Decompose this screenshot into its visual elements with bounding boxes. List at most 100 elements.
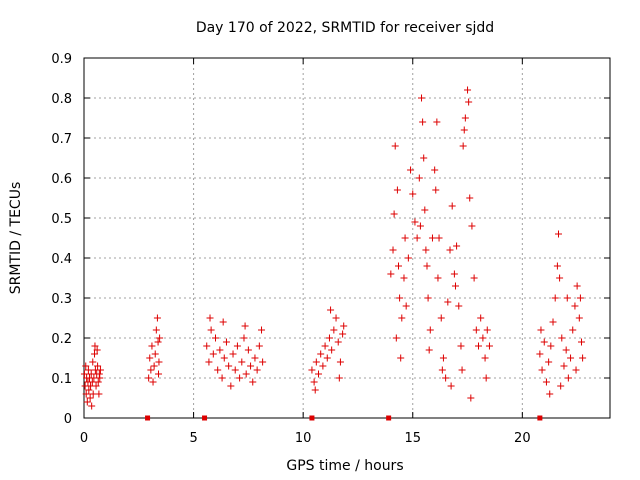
data-point [423, 262, 431, 270]
gap-marker [309, 415, 315, 421]
data-point [214, 366, 222, 374]
data-point [150, 362, 158, 370]
y-axis-label: SRMTID / TECUs [8, 182, 24, 295]
data-point [416, 222, 424, 230]
data-point [571, 302, 579, 310]
data-point [438, 366, 446, 374]
data-point [547, 342, 555, 350]
data-point [336, 358, 344, 366]
data-point [88, 378, 96, 386]
gap-marker [386, 415, 392, 421]
data-point [402, 302, 410, 310]
data-point [251, 354, 259, 362]
data-point [457, 342, 465, 350]
data-point [88, 402, 96, 410]
data-point [542, 378, 550, 386]
data-point [420, 154, 428, 162]
data-point [435, 234, 443, 242]
data-point [447, 382, 455, 390]
data-point [475, 342, 482, 350]
data-point [562, 346, 570, 354]
data-point [312, 358, 320, 366]
data-point [155, 358, 163, 366]
data-point [437, 314, 445, 322]
data-point [82, 390, 90, 398]
data-point [154, 338, 162, 346]
data-point [409, 190, 417, 198]
data-point [89, 358, 97, 366]
chart-title: Day 170 of 2022, SRMTID for receiver sjd… [196, 20, 494, 36]
data-point [396, 294, 404, 302]
data-point [455, 302, 463, 310]
y-tick-label: 0.7 [51, 132, 72, 147]
data-point [93, 346, 101, 354]
data-point [563, 294, 571, 302]
data-point [323, 354, 331, 362]
data-point [432, 186, 440, 194]
data-point [404, 254, 412, 262]
gap-marker [202, 415, 208, 421]
data-point [241, 322, 249, 330]
x-tick-label: 5 [189, 431, 197, 446]
data-point [220, 354, 228, 362]
data-point [146, 354, 154, 362]
data-point [238, 358, 246, 366]
data-point [259, 358, 267, 366]
gap-marker [537, 415, 543, 421]
data-point [465, 98, 473, 106]
data-point [85, 386, 93, 394]
data-point [413, 234, 421, 242]
data-point [431, 166, 439, 174]
data-point [434, 274, 442, 282]
data-point [83, 398, 91, 406]
data-point [229, 350, 237, 358]
data-point [551, 294, 559, 302]
y-tick-label: 0.1 [51, 372, 72, 387]
data-point [90, 374, 98, 382]
data-point [80, 370, 88, 378]
data-point [335, 374, 343, 382]
data-point [424, 294, 432, 302]
data-point [225, 362, 233, 370]
x-axis: 0 5 10 15 20 [80, 58, 531, 446]
data-point [340, 322, 348, 330]
data-points [80, 86, 587, 410]
x-axis-label: GPS time / hours [286, 458, 403, 474]
data-point [91, 350, 99, 358]
x-tick-label: 20 [514, 431, 531, 446]
data-point [149, 378, 157, 386]
data-point [321, 342, 329, 350]
data-point [327, 306, 335, 314]
data-point [398, 314, 406, 322]
data-point [419, 118, 427, 126]
data-point [401, 234, 409, 242]
data-point [460, 126, 468, 134]
data-point [472, 326, 480, 334]
data-point [95, 390, 103, 398]
data-point [206, 314, 214, 322]
data-point [578, 338, 586, 346]
data-point [453, 242, 461, 250]
data-point [579, 354, 587, 362]
data-point [153, 314, 161, 322]
data-point [209, 350, 217, 358]
data-point [546, 390, 554, 398]
data-point [240, 334, 248, 342]
data-point [325, 334, 333, 342]
data-point [560, 362, 568, 370]
data-point [464, 86, 472, 94]
data-point [387, 270, 395, 278]
data-point [564, 374, 572, 382]
data-point [207, 326, 215, 334]
data-point [227, 382, 235, 390]
data-point [575, 314, 583, 322]
data-point [428, 234, 436, 242]
data-point [231, 366, 239, 374]
gap-markers [145, 415, 543, 421]
data-point [151, 350, 159, 358]
data-point [148, 342, 156, 350]
data-point [538, 366, 546, 374]
data-point [389, 246, 397, 254]
data-point [253, 366, 261, 374]
